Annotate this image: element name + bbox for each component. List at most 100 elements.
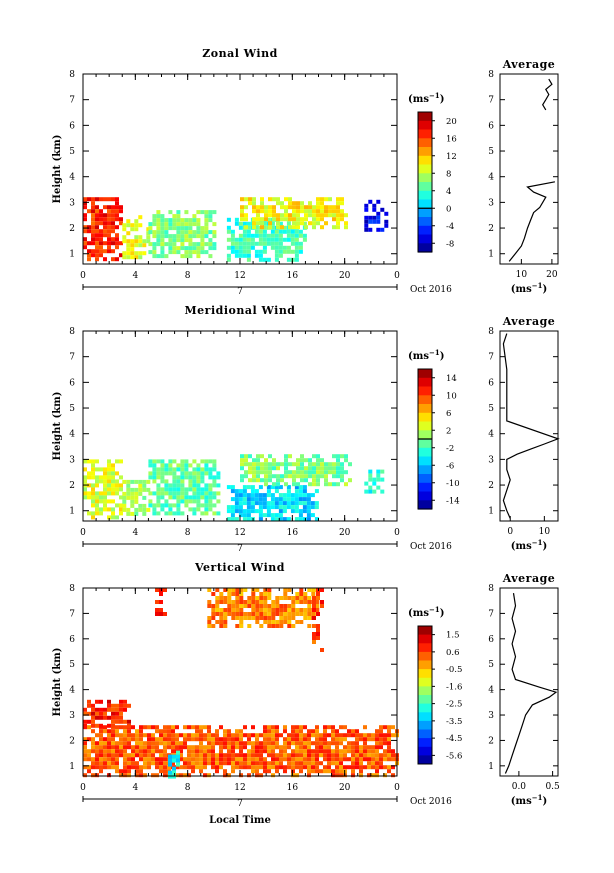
heatmap-cell — [152, 471, 157, 476]
heatmap-cell — [280, 201, 284, 206]
heatmap-cell — [188, 242, 193, 247]
heatmap-cell — [164, 483, 169, 488]
heatmap-cell — [291, 749, 295, 754]
heatmap-cell — [247, 741, 251, 746]
heatmap-cell — [351, 769, 355, 774]
heatmap-cell — [159, 592, 163, 596]
heatmap-cell — [255, 757, 259, 762]
heatmap-cell — [212, 479, 217, 484]
heatmap-cell — [270, 221, 275, 226]
heatmap-cell — [196, 507, 201, 512]
heatmap-cell — [179, 745, 183, 750]
heatmap-cell — [271, 620, 276, 624]
heatmap-cell — [164, 230, 169, 235]
heatmap-cell — [195, 761, 199, 766]
heatmap-cell — [91, 241, 95, 246]
heatmap-cell — [280, 462, 284, 467]
heatmap-cell — [244, 225, 248, 230]
heatmap-cell — [215, 608, 220, 612]
heatmap-cell — [219, 753, 223, 758]
heatmap-cell — [239, 741, 243, 746]
colorbar-tick-label: -4.5 — [446, 734, 462, 744]
heatmap-cell — [316, 470, 320, 475]
heatmap-cell — [252, 209, 256, 214]
heatmap-cell — [283, 765, 287, 770]
heatmap-cell — [290, 237, 295, 242]
colorbar-tick-label: 0.6 — [446, 648, 460, 658]
heatmap-cell — [238, 505, 243, 510]
heatmap-cell — [199, 725, 203, 730]
heatmap-cell — [367, 733, 371, 738]
heatmap-cell — [196, 254, 201, 259]
heatmap-cell — [282, 517, 287, 522]
x-tick-label: 20 — [339, 783, 351, 793]
heatmap-cell — [316, 632, 320, 636]
heatmap-cell — [196, 463, 201, 468]
heatmap-cell — [311, 765, 315, 770]
heatmap-cell — [314, 501, 319, 506]
heatmap-cell — [260, 217, 264, 222]
heatmap-cell — [252, 205, 256, 210]
heatmap-cell — [290, 229, 295, 234]
heatmap-cell — [279, 620, 284, 624]
heatmap-cell — [251, 608, 256, 612]
heatmap-cell — [208, 210, 213, 215]
profile-y-tick-label: 3 — [488, 711, 494, 721]
heatmap-cell — [192, 222, 197, 227]
heatmap-cell — [239, 733, 243, 738]
heatmap-cell — [211, 753, 215, 758]
y-tick-label: 8 — [69, 584, 75, 594]
heatmap-cell — [99, 467, 103, 472]
profile-x-tick-label: 0.5 — [545, 782, 560, 792]
colorbar-segment — [418, 482, 432, 493]
heatmap-cell — [251, 600, 256, 604]
heatmap-cell — [303, 749, 307, 754]
heatmap-cell — [138, 483, 143, 488]
heatmap-cell — [103, 507, 107, 512]
heatmap-cell — [188, 218, 193, 223]
heatmap-cell — [316, 478, 320, 483]
heatmap-cell — [156, 499, 161, 504]
heatmap-cell — [344, 458, 348, 463]
heatmap-cell — [278, 513, 283, 518]
heatmap-cell — [148, 250, 153, 255]
heatmap-cell — [207, 761, 211, 766]
heatmap-cell — [148, 475, 153, 480]
heatmap-cell — [308, 221, 312, 226]
heatmap-cell — [180, 463, 185, 468]
heatmap-cell — [223, 588, 228, 592]
heatmap-cell — [316, 596, 320, 600]
heatmap-cell — [123, 745, 127, 750]
heatmap-cell — [159, 769, 163, 774]
heatmap-cell — [103, 757, 107, 762]
heatmap-cell — [107, 459, 111, 464]
heatmap-cell — [246, 241, 251, 246]
heatmap-cell — [324, 470, 328, 475]
heatmap-cell — [231, 612, 236, 616]
heatmap-cell — [156, 503, 161, 508]
heatmap-cell — [159, 737, 163, 742]
heatmap-cell — [148, 503, 153, 508]
heatmap-cell — [375, 745, 379, 750]
heatmap-cell — [148, 471, 153, 476]
heatmap-cell — [344, 221, 348, 226]
heatmap-cell — [115, 715, 119, 720]
heatmap-cell — [323, 757, 327, 762]
heatmap-cell — [255, 733, 259, 738]
heatmap-cell — [139, 749, 143, 754]
colorbar-segment — [418, 421, 432, 431]
colorbar-segment — [418, 491, 432, 501]
heatmap-cell — [263, 592, 268, 596]
heatmap-cell — [199, 749, 203, 754]
colorbar-segment — [418, 112, 432, 122]
heatmap-cell — [279, 745, 283, 750]
heatmap-cell — [207, 741, 211, 746]
heatmap-cell — [203, 737, 207, 742]
heatmap-cell — [111, 205, 115, 210]
heatmap-cell — [239, 588, 244, 592]
heatmap-cell — [83, 213, 87, 218]
heatmap-cell — [183, 737, 187, 742]
heatmap-cell — [255, 765, 259, 770]
heatmap-cell — [244, 462, 248, 467]
heatmap-cell — [115, 765, 119, 770]
